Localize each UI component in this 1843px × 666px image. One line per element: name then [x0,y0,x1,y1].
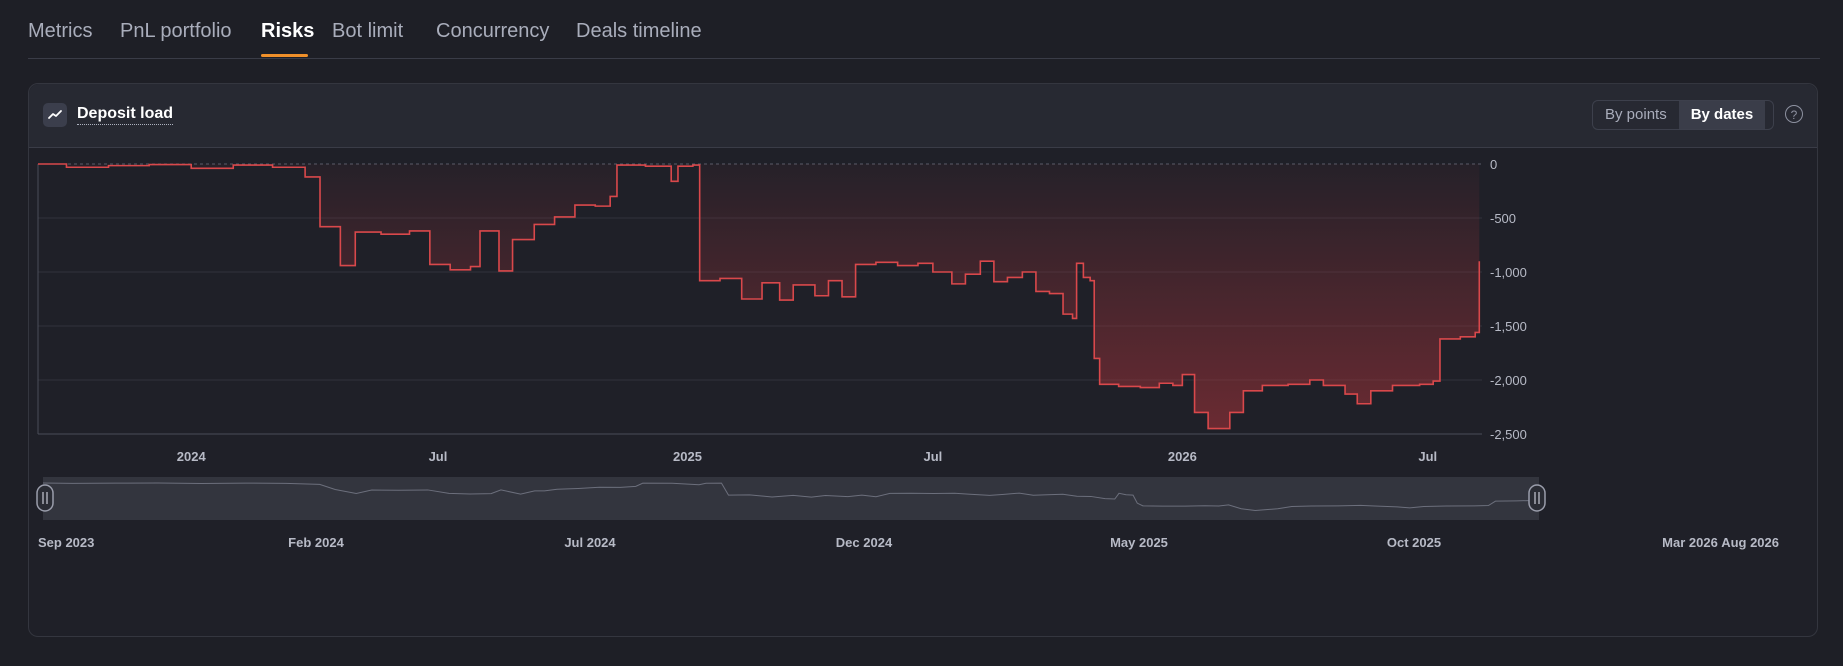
x-tick-label: Jul [1418,449,1437,464]
x-tick-label: 2025 [673,449,702,464]
x-tick-label: 2024 [177,449,207,464]
deposit-load-line [38,163,1481,430]
y-tick-label: -2,000 [1490,373,1527,388]
tab-risks[interactable]: Risks [261,20,315,42]
deposit-load-chart: 0 -500 -1,000 -1,500 -2,000 -2,500 2024 Jul 2025… [36,157,1779,550]
by-dates-button[interactable]: By dates [1678,101,1766,129]
navigator-date-label: Feb 2024 [288,535,344,550]
line-chart-icon [43,103,67,127]
by-points-button[interactable]: By points [1605,106,1667,123]
deposit-load-card: Deposit load By points By dates ? 0 -500 -… [28,83,1818,637]
view-toggle: By points By dates [1592,100,1774,130]
navigator-date-label: Aug 2026 [1721,535,1779,550]
navigator-date-label: Oct 2025 [1387,535,1441,550]
tab-concurrency[interactable]: Concurrency [436,20,550,42]
help-icon[interactable]: ? [1785,105,1803,123]
y-tick-label: -1,000 [1490,265,1527,280]
y-tick-label: 0 [1490,157,1497,172]
y-tick-label: -500 [1490,211,1516,226]
tab-bot-limit[interactable]: Bot limit [332,20,404,42]
navigator-date-label: Jul 2024 [564,535,616,550]
navigator-date-label: May 2025 [1110,535,1168,550]
tab-metrics[interactable]: Metrics [28,20,93,42]
x-tick-label: 2026 [1168,449,1197,464]
tab-deals-timeline[interactable]: Deals timeline [576,20,702,42]
x-tick-label: Jul [923,449,942,464]
card-header: Deposit load By points By dates ? [29,84,1817,148]
navigator-date-label: Mar 2026 [1662,535,1718,550]
card-title[interactable]: Deposit load [77,105,174,125]
y-tick-label: -1,500 [1490,319,1527,334]
navigator-date-label: Dec 2024 [836,535,893,550]
x-tick-label: Jul [429,449,448,464]
navigator-left-handle[interactable] [36,484,54,512]
y-tick-label: -2,500 [1490,427,1527,442]
deposit-load-area [38,164,1480,429]
tab-pnl-portfolio[interactable]: PnL portfolio [120,20,232,42]
active-tab-indicator [261,54,308,57]
tab-bar: Metrics PnL portfolio Risks Bot limit Co… [28,0,1820,59]
navigator-right-handle[interactable] [1528,484,1546,512]
navigator-background [43,477,1539,520]
navigator-line [42,482,1537,511]
navigator-date-label: Sep 2023 [38,535,94,550]
